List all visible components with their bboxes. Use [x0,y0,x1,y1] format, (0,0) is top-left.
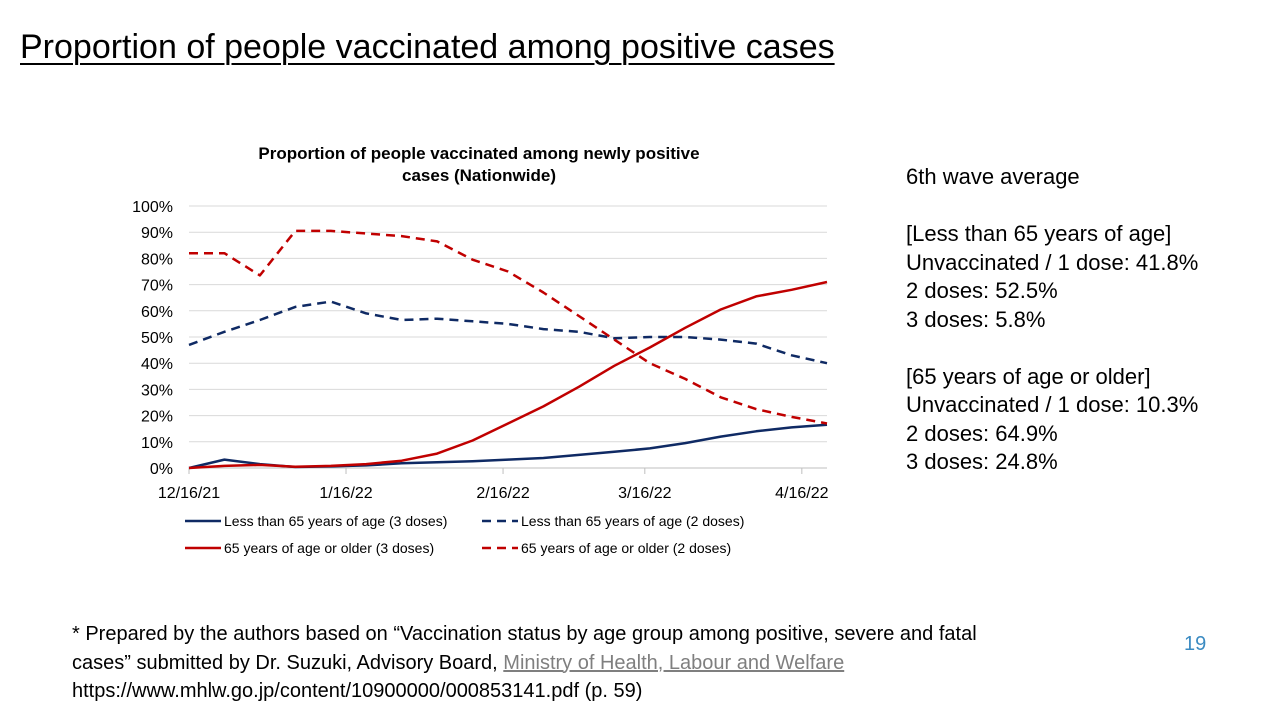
under65-line-2doses: 2 doses: 52.5% [906,278,1058,303]
legend-label: 65 years of age or older (2 doses) [521,540,731,556]
side-notes: 6th wave average [Less than 65 years of … [906,163,1198,477]
mhlw-link[interactable]: Ministry of Health, Labour and Welfare [503,651,845,674]
legend-label: Less than 65 years of age (3 doses) [224,513,447,529]
legend-label: Less than 65 years of age (2 doses) [521,513,744,529]
chart-gridlines [189,205,827,443]
x-tick-label: 3/16/22 [618,485,671,502]
footnote-line-2: cases” submitted by Dr. Suzuki, Advisory… [72,649,1172,678]
chart-title-line: Proportion of people vaccinated among ne… [258,144,699,163]
under65-line-3doses: 3 doses: 5.8% [906,306,1046,332]
y-tick-label: 100% [132,199,173,216]
under65-header: [Less than 65 years of age] [906,221,1172,246]
under65-line-unvaccinated: Unvaccinated / 1 dose: 41.8% [906,249,1199,275]
notes-heading: 6th wave average [906,164,1080,189]
x-tick-label: 4/16/22 [775,485,828,502]
x-tick-label: 1/16/22 [319,485,372,502]
y-tick-label: 50% [141,330,173,347]
chart-legend: Less than 65 years of age (3 doses) Less … [185,513,744,556]
x-axis: 12/16/21 1/16/22 2/16/22 3/16/22 4/16/22 [158,467,829,502]
slide-title: Proportion of people vaccinated among po… [20,28,835,66]
series-line [188,300,828,365]
over65-header: [65 years of age or older] [906,363,1151,389]
legend-label: 65 years of age or older (3 doses) [224,540,434,556]
footnote-line-2-text: cases” submitted by Dr. Suzuki, Advisory… [72,651,504,674]
y-tick-label: 90% [141,225,173,242]
over65-line-2doses: 2 doses: 64.9% [906,420,1058,446]
chart-title-line: cases (Nationwide) [402,166,556,185]
y-axis-tick-labels: 0% 10% 20% 30% 40% 50% 60% 70% 80% 90% 100% [132,199,173,478]
y-tick-label: 10% [141,435,173,452]
y-tick-label: 80% [141,251,173,268]
x-tick-label: 2/16/22 [476,485,529,502]
chart-series [188,229,828,470]
y-tick-label: 40% [141,356,173,373]
y-tick-label: 60% [141,304,173,321]
over65-line-3doses: 3 doses: 24.8% [906,449,1058,474]
y-tick-label: 70% [141,278,173,295]
source-footnote: * Prepared by the authors based on “Vacc… [72,620,1172,706]
x-tick-label: 12/16/21 [158,485,220,502]
series-line [188,280,828,470]
y-tick-label: 0% [150,461,173,478]
y-tick-label: 20% [141,409,173,426]
footnote-url: https://www.mhlw.go.jp/content/10900000/… [72,680,643,702]
y-tick-label: 30% [141,382,173,399]
series-line [189,229,828,425]
page-number: 19 [1184,633,1207,655]
over65-line-unvaccinated: Unvaccinated / 1 dose: 10.3% [906,392,1199,417]
series-line [188,423,828,470]
footnote-line-1: * Prepared by the authors based on “Vacc… [72,623,977,645]
chart-title: Proportion of people vaccinated among ne… [258,144,699,185]
